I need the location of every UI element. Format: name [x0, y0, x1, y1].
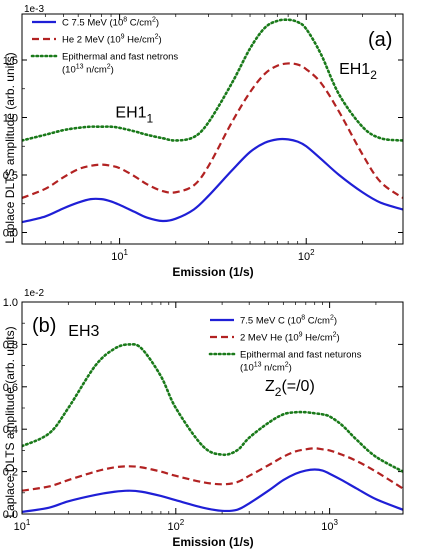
- legend-label-2: 2 MeV He (109 He/cm2): [240, 332, 340, 344]
- legend-label-1: 7.5 MeV C (108 C/cm2): [240, 315, 337, 327]
- series-line-1: [22, 137, 403, 224]
- series-line-3: [22, 18, 403, 142]
- panel-a-y-axis-title: Laplace DLTS amplitude (arb. units): [3, 52, 17, 243]
- y-tick-label: 0.0: [3, 228, 18, 240]
- panel-b-multiplier: 1e-2: [24, 288, 44, 299]
- panel-a-x-axis-title: Emission (1/s): [172, 265, 253, 279]
- panel-a-series: [22, 18, 403, 224]
- legend-label-3-line2: (1013 n/cm2): [240, 362, 292, 374]
- chart-panel-a: 1e-3 (a) Laplace DLTS amplitude (arb. un…: [3, 4, 404, 279]
- series-line-3: [22, 343, 403, 473]
- series-line-2: [22, 62, 403, 200]
- peak-annotation-2: EH12: [339, 61, 377, 82]
- panel-a-label: (a): [368, 29, 392, 51]
- panel-a-frame: [21, 13, 404, 245]
- panel-b-legend: 7.5 MeV C (108 C/cm2) 2 MeV He (109 He/cm…: [208, 315, 362, 374]
- y-tick-label: 0.2: [3, 467, 18, 479]
- panel-a-legend: C 7.5 MeV (108 C/cm2) He 2 MeV (109 He/cm…: [30, 17, 178, 76]
- legend-label-3: Epithermal and fast netrons: [62, 52, 178, 63]
- y-tick-label: 0.4: [3, 424, 18, 436]
- panel-a-annotations: EH11 EH12: [115, 61, 377, 126]
- panel-b-label: (b): [32, 315, 56, 337]
- legend-label-3: Epithermal and fast neturons: [240, 350, 362, 361]
- peak-annotation-1: EH3: [68, 323, 99, 340]
- y-tick-label: 1.0: [3, 113, 18, 125]
- legend-label-2: He 2 MeV (109 He/cm2): [62, 34, 162, 46]
- y-tick-label: 0.5: [3, 170, 18, 182]
- y-tick-label: 0.8: [3, 339, 18, 351]
- series-line-2: [22, 447, 403, 492]
- peak-annotation-2: Z2(=/0): [265, 378, 315, 399]
- peak-annotation-1: EH11: [115, 105, 153, 126]
- legend-label-3-line2: (1013 n/cm2): [62, 64, 114, 76]
- legend-label-1: C 7.5 MeV (108 C/cm2): [62, 17, 159, 29]
- series-line-1: [22, 468, 403, 513]
- panel-b-annotations: EH3 Z2(=/0): [68, 323, 314, 399]
- chart-panel-b: 1e-2 (b) Laplace DLTS amplitude (arb. un…: [3, 288, 404, 549]
- y-tick-label: 0.0: [3, 509, 18, 521]
- y-tick-label: 1.0: [3, 297, 18, 309]
- y-tick-label: 1.5: [3, 55, 18, 67]
- panel-b-series: [22, 343, 403, 513]
- panel-a-multiplier: 1e-3: [24, 4, 44, 15]
- panel-b-x-axis-title: Emission (1/s): [172, 535, 253, 549]
- panel-b-y-axis-title: Laplace DLTS amplitude (arb. units): [3, 326, 17, 517]
- panel-b-frame: [21, 301, 404, 515]
- y-tick-label: 0.6: [3, 382, 18, 394]
